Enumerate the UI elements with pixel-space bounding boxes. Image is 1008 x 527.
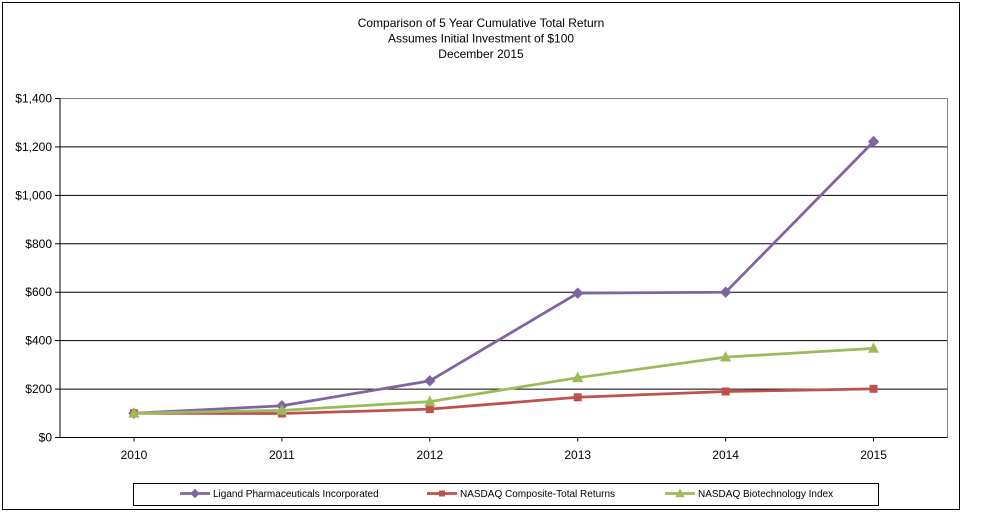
chart-series <box>128 135 880 419</box>
x-tick-label: 2015 <box>860 448 887 462</box>
legend-marker-triangle-icon <box>675 488 685 498</box>
legend-item: NASDAQ Biotechnology Index <box>665 488 833 500</box>
chart-title-line-2: Assumes Initial Investment of $100 <box>388 32 574 46</box>
x-tick-label: 2010 <box>121 448 148 462</box>
series-marker <box>424 375 436 387</box>
y-tick-label: $200 <box>25 382 52 396</box>
legend-item: Ligand Pharmaceuticals Incorporated <box>180 488 379 500</box>
legend-item-label: NASDAQ Composite-Total Returns <box>460 489 615 500</box>
legend-box <box>133 483 879 506</box>
y-tick-label: $400 <box>25 334 52 348</box>
legend-marker-diamond-icon <box>190 488 200 499</box>
series-marker <box>869 384 878 393</box>
legend-item-label: Ligand Pharmaceuticals Incorporated <box>213 489 379 500</box>
x-tick-label: 2012 <box>416 448 443 462</box>
series-line <box>132 347 875 415</box>
series-line <box>132 140 875 415</box>
legend-item: NASDAQ Composite-Total Returns <box>427 489 615 500</box>
x-tick-label: 2014 <box>712 448 739 462</box>
series-marker <box>128 407 140 418</box>
series-marker <box>720 351 732 362</box>
series-marker <box>573 393 582 402</box>
series-marker <box>867 342 880 353</box>
chart-title-line-3: December 2015 <box>438 47 524 61</box>
x-tick-label: 2013 <box>564 448 591 462</box>
series-marker <box>572 287 584 299</box>
legend-marker-square-icon <box>439 490 445 497</box>
series-marker <box>425 405 434 414</box>
series-marker <box>867 135 880 148</box>
series-marker <box>572 371 584 383</box>
chart-axes <box>55 98 948 442</box>
x-axis-tick-labels: 2010 2011 2012 2013 2014 2015 <box>121 448 888 462</box>
series-marker <box>721 387 730 396</box>
y-tick-label: $800 <box>25 237 52 251</box>
series-marker <box>719 286 732 298</box>
y-tick-label: $0 <box>39 431 53 445</box>
y-tick-label: $1,400 <box>15 92 52 106</box>
series-marker <box>424 395 436 407</box>
y-axis-tick-labels: $0 $200 $400 $600 $800 $1,000 $1,200 $1,400 <box>15 92 52 445</box>
chart-outer-frame <box>2 2 960 510</box>
y-tick-label: $1,200 <box>15 140 52 154</box>
chart-title-line-1: Comparison of 5 Year Cumulative Total Re… <box>358 16 605 30</box>
y-tick-label: $1,000 <box>15 188 52 202</box>
series-marker <box>276 404 288 415</box>
legend-item-label: NASDAQ Biotechnology Index <box>698 489 833 500</box>
chart-legend: Ligand Pharmaceuticals Incorporated NASDA… <box>133 483 879 506</box>
chart-title: Comparison of 5 Year Cumulative Total Re… <box>358 16 605 61</box>
series-line <box>132 387 875 415</box>
y-tick-label: $600 <box>25 285 52 299</box>
x-tick-label: 2011 <box>269 448 295 462</box>
